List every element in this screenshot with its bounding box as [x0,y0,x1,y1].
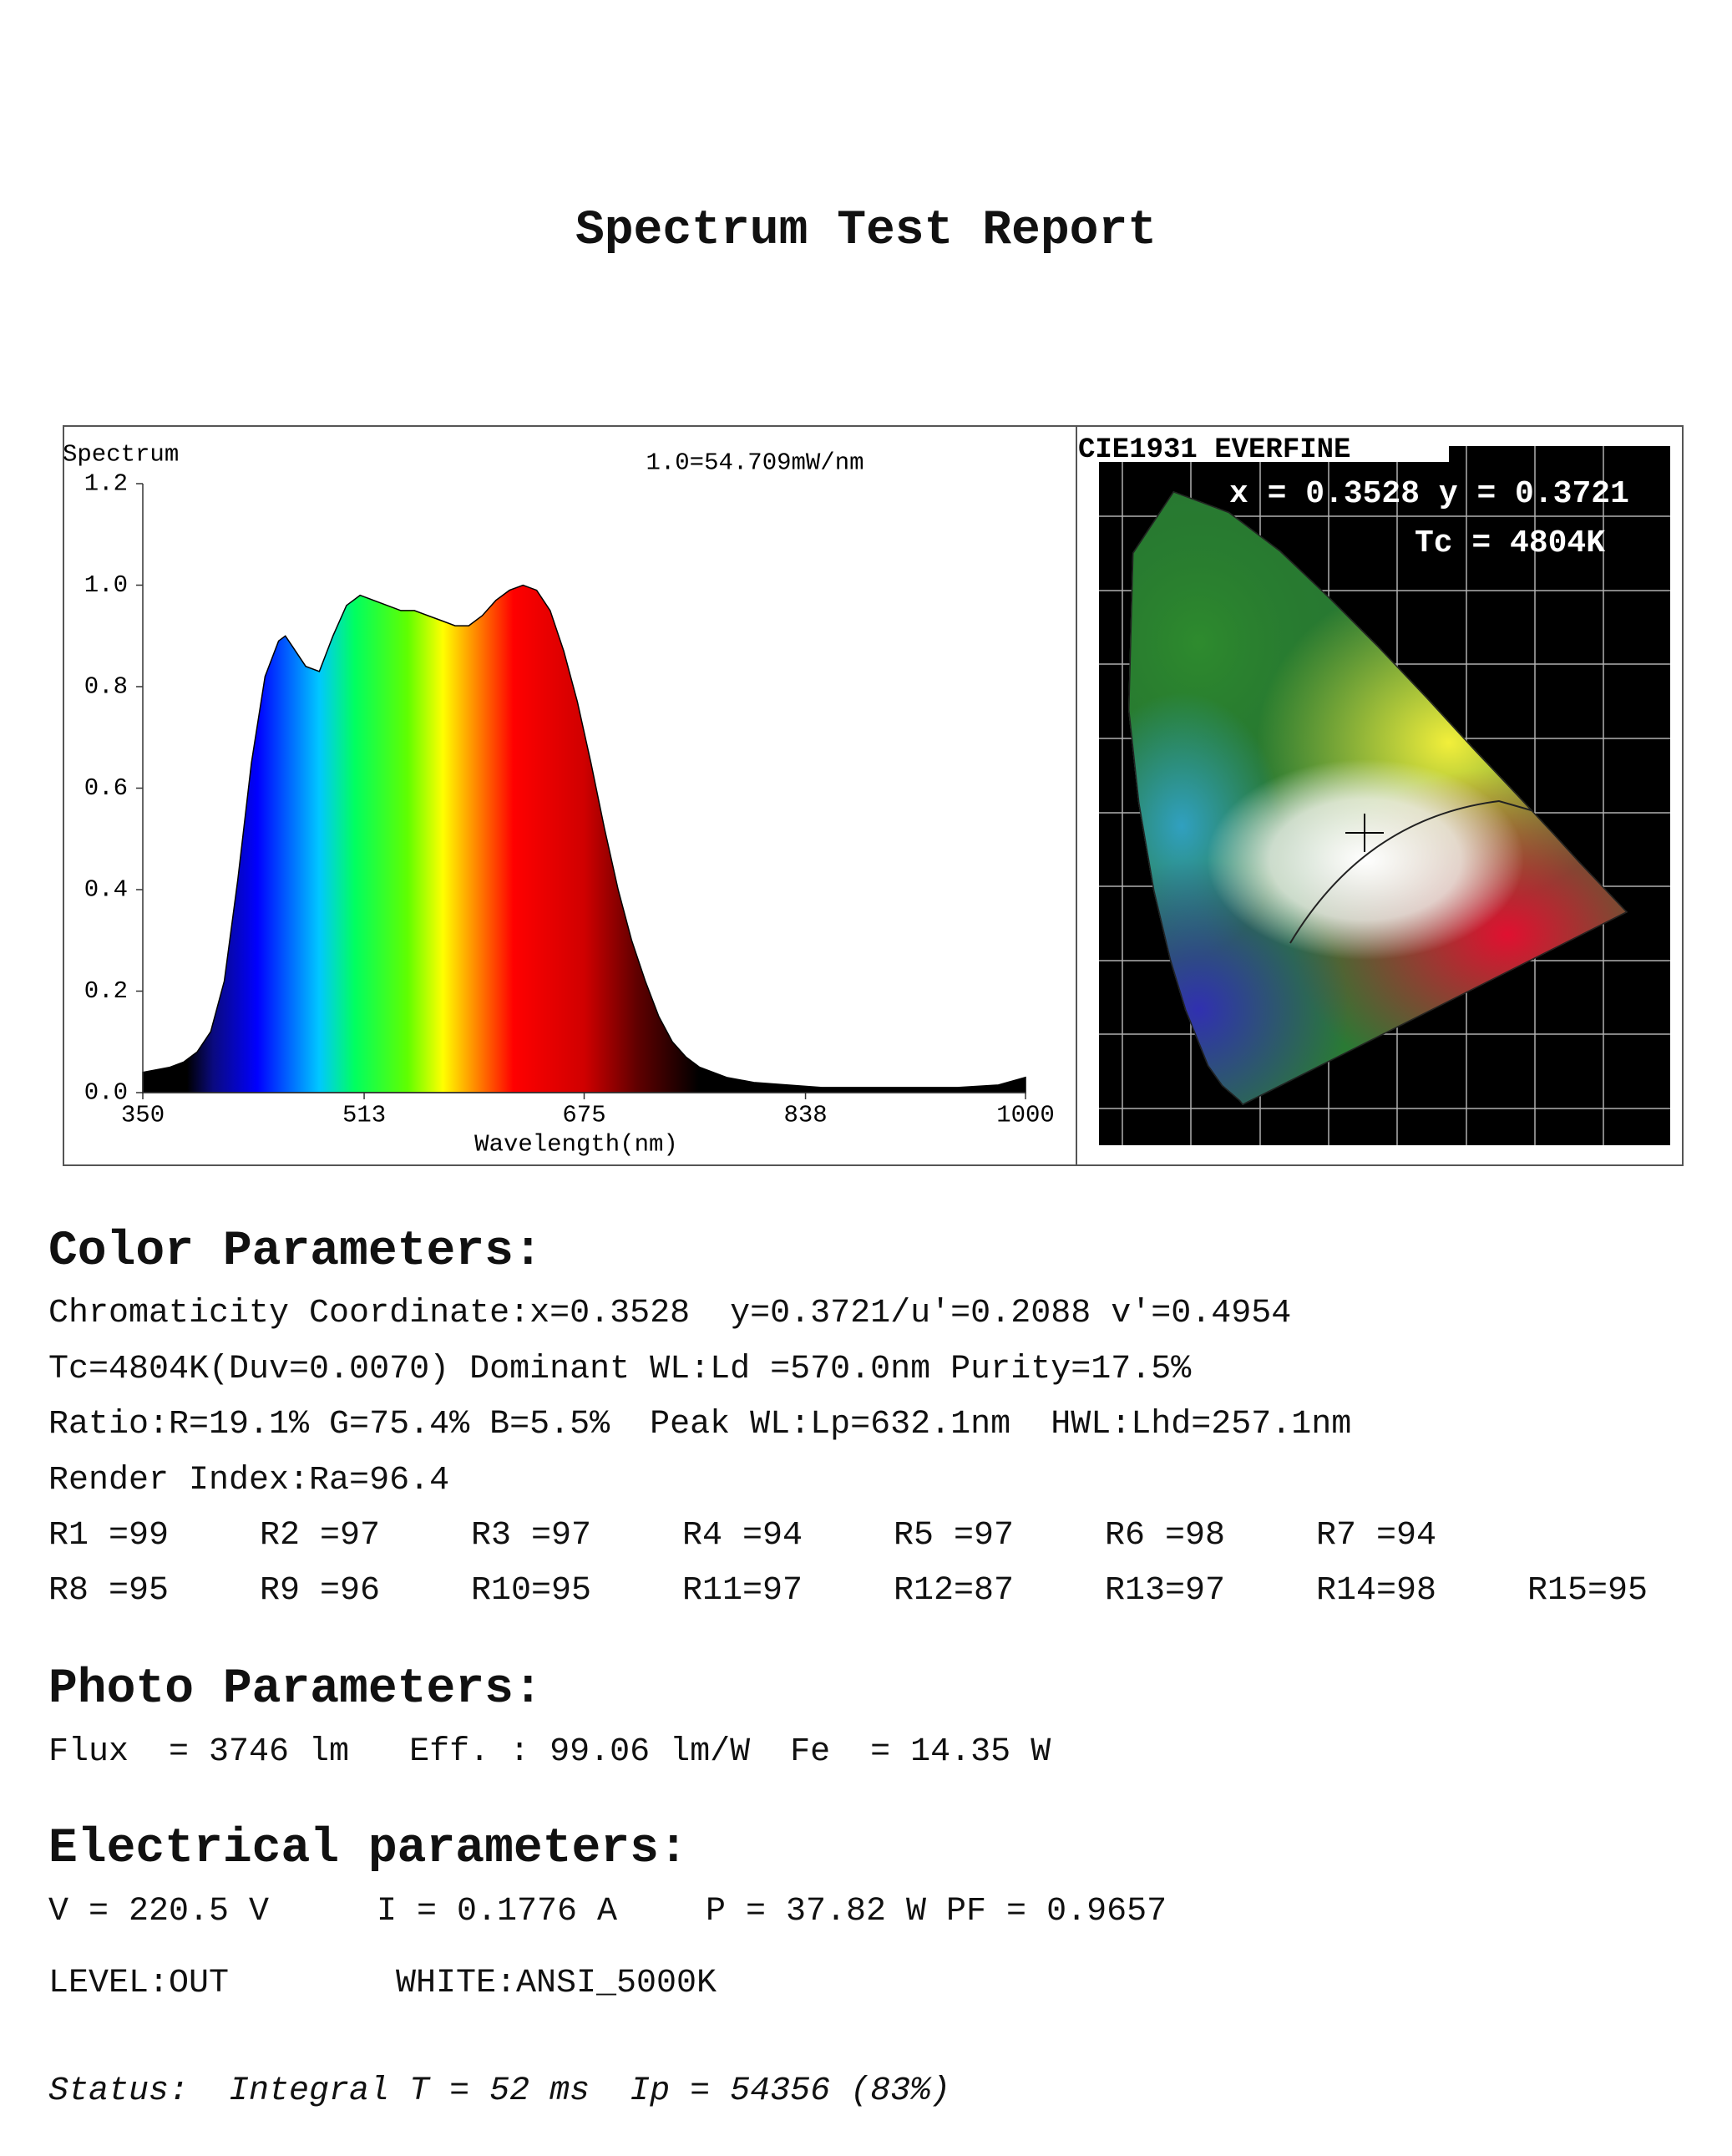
section-heading: Color Parameters: [48,1225,543,1279]
param-item: V = 220.5 V [48,1893,270,1930]
y-tick-label: 0.2 [84,977,128,1005]
render-index-value: R7 =94 [1316,1517,1437,1555]
render-index-value: R11=97 [682,1572,803,1610]
render-index-value: R12=87 [894,1572,1015,1610]
y-tick-label: 1.0 [84,571,128,599]
render-index-value: R4 =94 [682,1517,803,1555]
param-line: Render Index:Ra=96.4 [48,1462,450,1499]
cie-crosshair [1345,814,1384,852]
annotation: 1.0=54.709mW/nm [646,449,863,477]
param-line: Chromaticity Coordinate:x=0.3528 y=0.372… [48,1295,1292,1332]
y-tick-label: 0.0 [84,1079,128,1107]
x-axis-label: Wavelength(nm) [474,1131,678,1159]
x-tick-label: 513 [342,1102,386,1129]
cie-title-bg [1078,435,1449,462]
y-tick-label: 1.2 [84,470,128,498]
cie-tc: Tc = 4804K [1415,525,1605,561]
render-index-value: R14=98 [1316,1572,1437,1610]
y-tick-label: 0.8 [84,673,128,701]
report-title: Spectrum Test Report [575,204,1157,258]
render-index-value: R15=95 [1527,1572,1648,1610]
cie-diagram: CIE1931 EVERFINE x = 0.3528 y = 0.3721 T… [1078,434,1670,1145]
render-index-value: R13=97 [1105,1572,1226,1610]
x-tick-label: 1000 [996,1102,1055,1129]
render-index-value: R10=95 [471,1572,592,1610]
render-index-value: R1 =99 [48,1517,170,1555]
x-tick-label: 838 [783,1102,827,1129]
render-index-value: R5 =97 [894,1517,1015,1555]
cie-title: CIE1931 EVERFINE [1078,434,1350,466]
status-line: Status: Integral T = 52 ms Ip = 54356 (8… [48,2072,951,2110]
param-item: I = 0.1776 A [377,1893,618,1930]
x-tick-label: 675 [562,1102,605,1129]
section-heading: Photo Parameters: [48,1662,543,1717]
render-index-value: R9 =96 [260,1572,381,1610]
y-tick-label: 0.4 [84,876,128,904]
x-tick-label: 350 [121,1102,165,1129]
render-index-value: R8 =95 [48,1572,170,1610]
section-heading: Electrical parameters: [48,1822,688,1876]
spectrum-area [142,584,1026,1093]
chart-panel: 0.0 0.2 0.4 0.6 0.8 1.0 1.2 350 513 675 838 1000 CI… [63,425,1684,1166]
cie-coords: x = 0.3528 y = 0.3721 [1229,476,1629,512]
y-tick-label: 0.6 [84,774,128,802]
render-index-value: R6 =98 [1105,1517,1226,1555]
param-item: P = 37.82 W PF = 0.9657 [706,1893,1167,1930]
render-index-value: R3 =97 [471,1517,592,1555]
param-line: Tc=4804K(Duv=0.0070) Dominant WL:Ld =570… [48,1351,1192,1388]
render-index-value: R2 =97 [260,1517,381,1555]
y-axis-label: Spectrum [63,441,179,469]
param-line: Flux = 3746 lm Eff. : 99.06 lm/W Fe = 14… [48,1733,1051,1771]
param-item: WHITE:ANSI_5000K [396,1965,717,2002]
param-item: LEVEL:OUT [48,1965,230,2002]
param-line: Ratio:R=19.1% G=75.4% B=5.5% Peak WL:Lp=… [48,1406,1352,1443]
